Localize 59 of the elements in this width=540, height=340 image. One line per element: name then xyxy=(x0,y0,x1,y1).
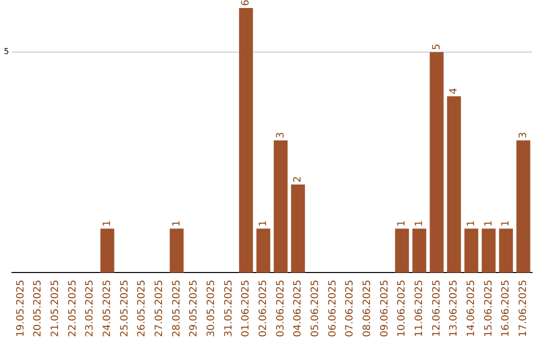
x-tick-label: 19.05.2025 xyxy=(15,280,26,338)
ref-line-label: 5 xyxy=(4,47,9,56)
data-label: 5 xyxy=(431,44,442,50)
x-tick-label: 31.05.2025 xyxy=(223,280,234,338)
x-tick-label: 12.06.2025 xyxy=(431,280,442,338)
bar xyxy=(499,228,513,273)
x-tick-label: 21.05.2025 xyxy=(50,280,61,338)
x-tick-label: 08.06.2025 xyxy=(362,280,373,338)
data-label: 1 xyxy=(171,220,182,227)
x-tick-label: 20.05.2025 xyxy=(32,280,44,338)
x-tick-label: 16.06.2025 xyxy=(500,280,512,338)
bar xyxy=(447,96,461,273)
bar xyxy=(482,228,496,273)
x-tick-label: 17.06.2025 xyxy=(518,280,529,338)
data-label: 6 xyxy=(240,0,252,6)
x-tick-label: 01.06.2025 xyxy=(240,280,252,338)
data-label: 1 xyxy=(414,220,425,227)
x-tick-label: 30.05.2025 xyxy=(206,280,217,338)
data-label: 1 xyxy=(102,220,113,227)
x-tick-label: 02.06.2025 xyxy=(258,280,269,338)
x-tick-label: 24.05.2025 xyxy=(102,280,113,338)
data-label: 1 xyxy=(258,220,269,227)
x-tick-label: 13.06.2025 xyxy=(448,280,460,338)
bar xyxy=(170,228,184,273)
x-tick-label: 04.06.2025 xyxy=(292,280,304,338)
bar xyxy=(395,228,409,273)
data-label: 4 xyxy=(448,88,460,94)
data-label: 1 xyxy=(466,220,477,227)
bar xyxy=(412,228,426,273)
bar xyxy=(291,184,305,273)
data-label: 2 xyxy=(292,176,304,182)
x-tick-label: 11.06.2025 xyxy=(414,280,425,338)
x-tick-label: 28.05.2025 xyxy=(171,280,182,338)
x-tick-label: 27.05.2025 xyxy=(154,280,165,338)
x-tick-label: 07.06.2025 xyxy=(344,280,356,338)
x-tick-label: 10.06.2025 xyxy=(396,280,408,338)
bar xyxy=(239,8,253,273)
data-label: 1 xyxy=(396,220,408,227)
bar xyxy=(516,140,530,273)
x-tick-label: 03.06.2025 xyxy=(275,280,286,338)
x-tick-label: 15.06.2025 xyxy=(483,280,494,338)
x-tick-label: 06.06.2025 xyxy=(327,280,338,338)
x-tick-label: 25.05.2025 xyxy=(119,280,130,338)
bar xyxy=(464,228,478,273)
x-tick-label: 14.06.2025 xyxy=(466,280,477,338)
x-tick-label: 23.05.2025 xyxy=(84,280,96,338)
x-tick-label: 09.06.2025 xyxy=(379,280,390,338)
x-tick-label: 05.06.2025 xyxy=(310,280,321,338)
x-tick-label: 29.05.2025 xyxy=(188,280,200,338)
data-label: 3 xyxy=(518,132,529,138)
data-label: 1 xyxy=(500,220,512,227)
data-label: 3 xyxy=(275,132,286,138)
x-tick-label: 22.05.2025 xyxy=(67,280,78,338)
data-label: 1 xyxy=(483,220,494,227)
bar xyxy=(100,228,114,273)
x-tick-label: 26.05.2025 xyxy=(136,280,148,338)
bar xyxy=(274,140,288,273)
bar xyxy=(256,228,270,273)
bar xyxy=(430,52,444,273)
